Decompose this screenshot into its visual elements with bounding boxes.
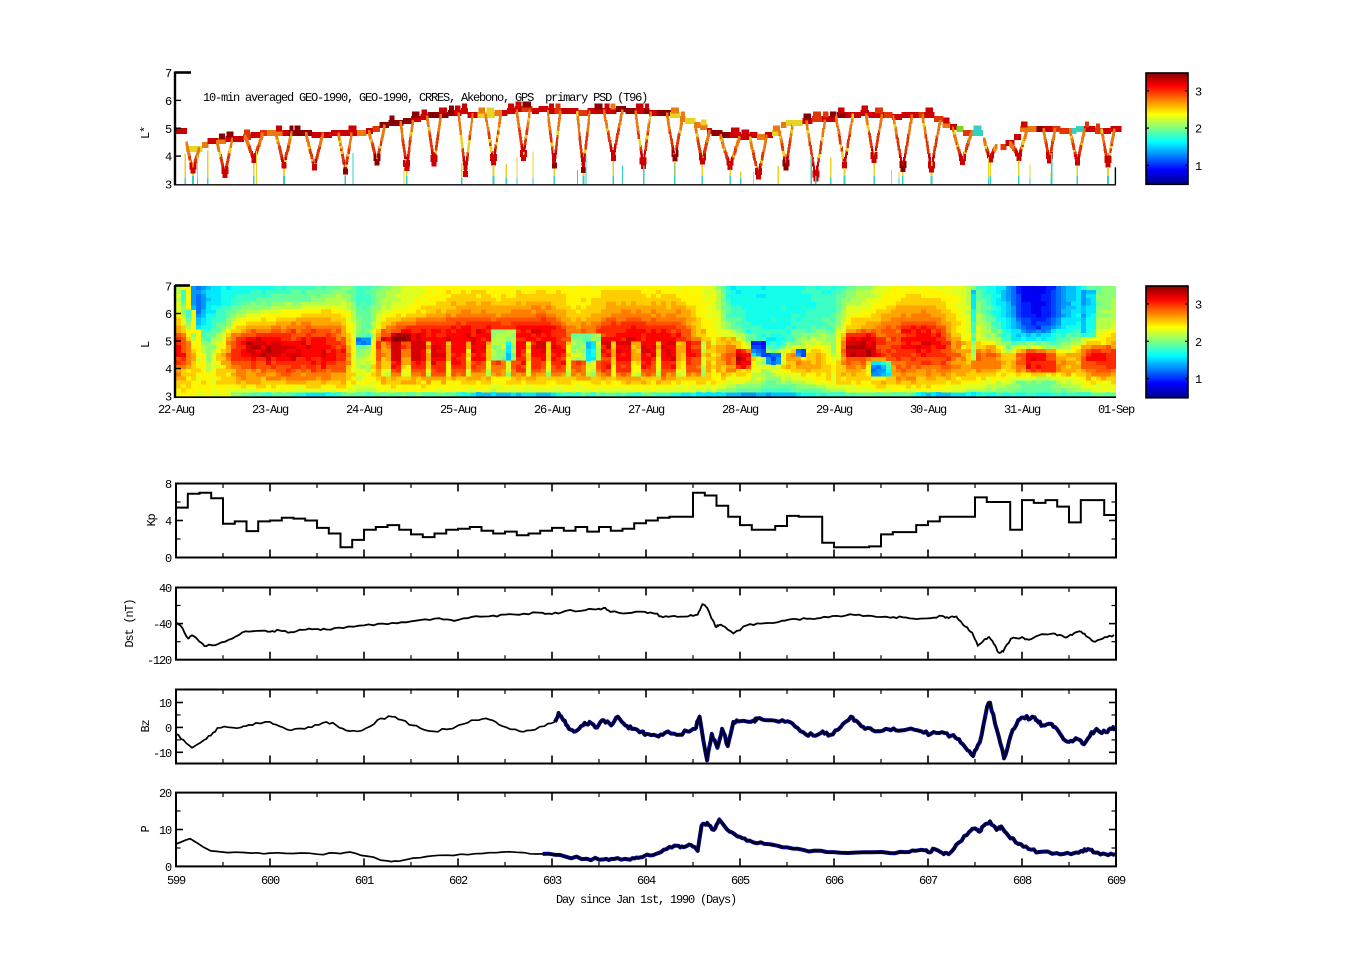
svg-text:1: 1 — [1195, 160, 1202, 174]
svg-text:7: 7 — [165, 67, 172, 81]
svg-text:3: 3 — [165, 179, 172, 193]
svg-text:605: 605 — [731, 874, 750, 888]
svg-text:0: 0 — [165, 861, 172, 875]
svg-text:7: 7 — [165, 281, 172, 295]
svg-text:40: 40 — [159, 582, 172, 596]
svg-text:31-Aug: 31-Aug — [1004, 403, 1041, 417]
svg-text:1: 1 — [1195, 373, 1202, 387]
svg-text:3: 3 — [1195, 298, 1202, 312]
svg-text:L*: L* — [139, 127, 153, 139]
svg-text:24-Aug: 24-Aug — [346, 403, 383, 417]
svg-text:28-Aug: 28-Aug — [722, 403, 759, 417]
svg-text:3: 3 — [1195, 85, 1202, 99]
svg-text:25-Aug: 25-Aug — [440, 403, 477, 417]
svg-text:607: 607 — [919, 874, 938, 888]
svg-text:-10: -10 — [153, 747, 172, 761]
svg-text:Day since Jan 1st, 1990 (Days): Day since Jan 1st, 1990 (Days) — [556, 893, 736, 907]
svg-text:8: 8 — [165, 478, 172, 492]
svg-text:602: 602 — [449, 874, 468, 888]
svg-text:3: 3 — [165, 391, 172, 405]
svg-text:4: 4 — [165, 363, 172, 377]
svg-text:P: P — [139, 826, 153, 833]
svg-text:10: 10 — [159, 824, 172, 838]
svg-text:Dst (nT): Dst (nT) — [123, 600, 137, 648]
svg-text:10: 10 — [159, 697, 172, 711]
svg-text:608: 608 — [1013, 874, 1032, 888]
svg-text:22-Aug: 22-Aug — [158, 403, 195, 417]
svg-text:6: 6 — [165, 308, 172, 322]
svg-text:Bz: Bz — [139, 720, 153, 733]
svg-text:10-min averaged GEO-1990, GEO-: 10-min averaged GEO-1990, GEO-1990, CRRE… — [203, 91, 647, 105]
svg-text:01-Sep: 01-Sep — [1098, 403, 1135, 417]
svg-text:606: 606 — [825, 874, 844, 888]
svg-text:603: 603 — [543, 874, 562, 888]
svg-text:-40: -40 — [153, 618, 172, 632]
svg-text:0: 0 — [165, 552, 172, 566]
svg-text:609: 609 — [1107, 874, 1126, 888]
svg-text:2: 2 — [1195, 123, 1202, 137]
svg-text:604: 604 — [637, 874, 656, 888]
svg-text:599: 599 — [167, 874, 186, 888]
svg-text:26-Aug: 26-Aug — [534, 403, 571, 417]
svg-text:Kp: Kp — [145, 514, 159, 527]
svg-text:23-Aug: 23-Aug — [252, 403, 289, 417]
svg-text:601: 601 — [355, 874, 374, 888]
svg-text:4: 4 — [165, 151, 172, 165]
svg-text:27-Aug: 27-Aug — [628, 403, 665, 417]
svg-text:29-Aug: 29-Aug — [816, 403, 853, 417]
svg-text:-120: -120 — [147, 654, 172, 668]
svg-text:L: L — [139, 341, 153, 348]
svg-text:5: 5 — [165, 336, 172, 350]
svg-text:0: 0 — [165, 722, 172, 736]
svg-text:20: 20 — [159, 787, 172, 801]
svg-text:6: 6 — [165, 95, 172, 109]
svg-text:30-Aug: 30-Aug — [910, 403, 947, 417]
svg-text:2: 2 — [1195, 336, 1202, 350]
svg-text:5: 5 — [165, 123, 172, 137]
svg-text:600: 600 — [261, 874, 280, 888]
svg-text:4: 4 — [165, 515, 172, 529]
